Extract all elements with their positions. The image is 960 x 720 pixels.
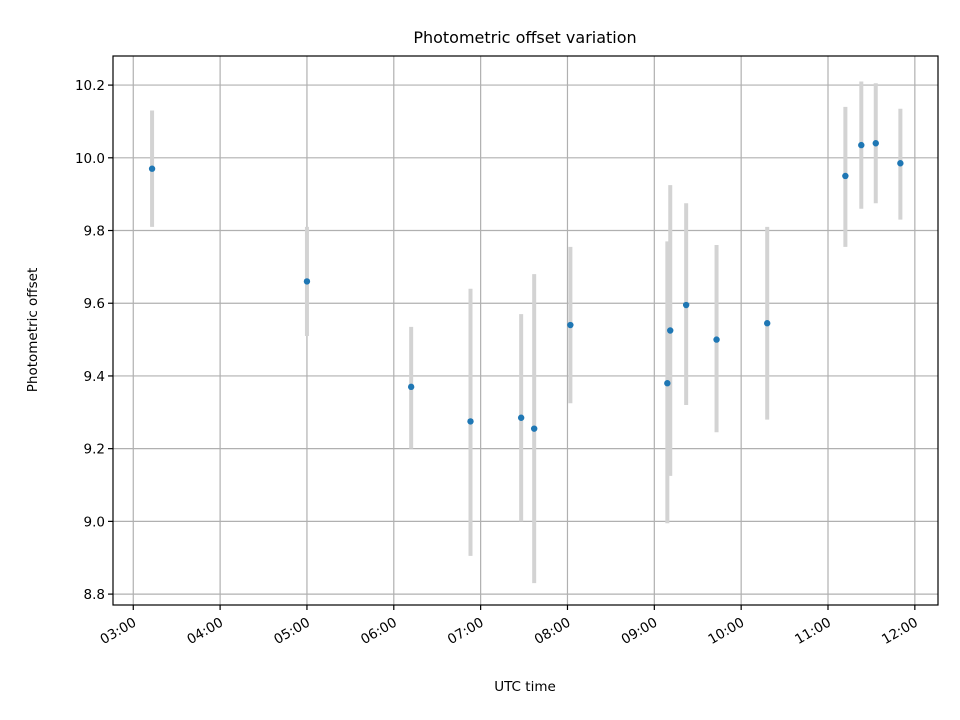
data-point	[517, 414, 525, 421]
y-tick-label: 10.2	[75, 78, 105, 94]
y-tick-label: 8.8	[84, 587, 105, 603]
grid	[113, 56, 938, 605]
data-point	[858, 141, 865, 149]
data-point	[567, 321, 574, 329]
y-tick-label: 10.0	[75, 151, 105, 167]
data-point	[897, 160, 904, 167]
data-point	[682, 301, 690, 309]
data-point	[530, 425, 538, 432]
data-point	[842, 172, 849, 180]
plot-area-frame	[112, 55, 939, 606]
data-point	[407, 383, 415, 391]
data-point	[667, 327, 674, 334]
x-axis-label: UTC time	[494, 679, 556, 695]
data-point	[467, 418, 474, 425]
y-axis-ticks: 8.8 9.0 9.2 9.4 9.6 9.8 10.0 10.2	[75, 78, 113, 603]
y-tick-label: 9.2	[84, 442, 105, 458]
data-point	[303, 278, 311, 285]
y-tick-label: 9.0	[84, 514, 105, 530]
data-point	[764, 320, 771, 327]
y-tick-label: 9.6	[84, 296, 105, 312]
y-tick-label: 9.8	[84, 224, 105, 240]
data-markers	[148, 140, 904, 432]
data-point	[713, 336, 720, 343]
y-tick-label: 9.4	[84, 369, 105, 385]
chart-title: Photometric offset variation	[413, 28, 636, 47]
data-point	[872, 140, 879, 147]
data-point	[148, 165, 156, 172]
data-point	[664, 380, 671, 387]
y-axis-label: Photometric offset	[25, 268, 41, 392]
